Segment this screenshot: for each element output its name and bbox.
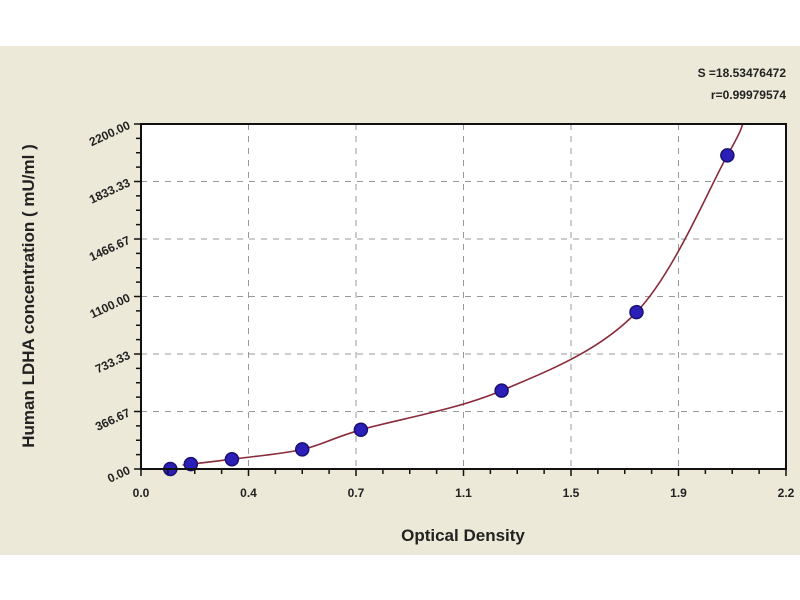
y-tick-label: 0.00 [105, 463, 132, 486]
y-tick-label: 1833.33 [87, 175, 133, 206]
y-tick-label: 2200.00 [87, 118, 133, 149]
fit-curve [182, 123, 744, 466]
data-point [183, 456, 199, 472]
data-point [629, 304, 644, 320]
y-tick-label: 733.33 [93, 348, 132, 376]
x-tick-label: 0.7 [348, 486, 365, 500]
y-tick-label: 1466.67 [87, 233, 133, 264]
x-tick-label: 0.4 [240, 486, 257, 500]
x-tick-label: 1.1 [455, 486, 472, 500]
annotation-s: S =18.53476472 [698, 66, 787, 80]
x-tick-label: 1.5 [563, 486, 580, 500]
grid [141, 124, 786, 469]
y-axis-title: Human LDHA concentration ( mU/ml ) [19, 144, 38, 448]
data-point [494, 383, 509, 398]
data-points [163, 148, 735, 477]
x-axis-title: Optical Density [401, 526, 525, 545]
data-point [353, 422, 369, 438]
x-tick-label: 0.0 [133, 486, 150, 500]
data-point [720, 148, 735, 163]
data-point [295, 442, 310, 457]
y-tick-label: 366.67 [93, 405, 132, 433]
x-tick-label: 2.2 [778, 486, 795, 500]
fit-curve-group [182, 123, 744, 466]
data-point [224, 451, 240, 467]
annotation-r: r=0.99979574 [711, 88, 786, 102]
y-tick-label: 1100.00 [88, 290, 133, 321]
x-tick-label: 1.9 [670, 486, 687, 500]
